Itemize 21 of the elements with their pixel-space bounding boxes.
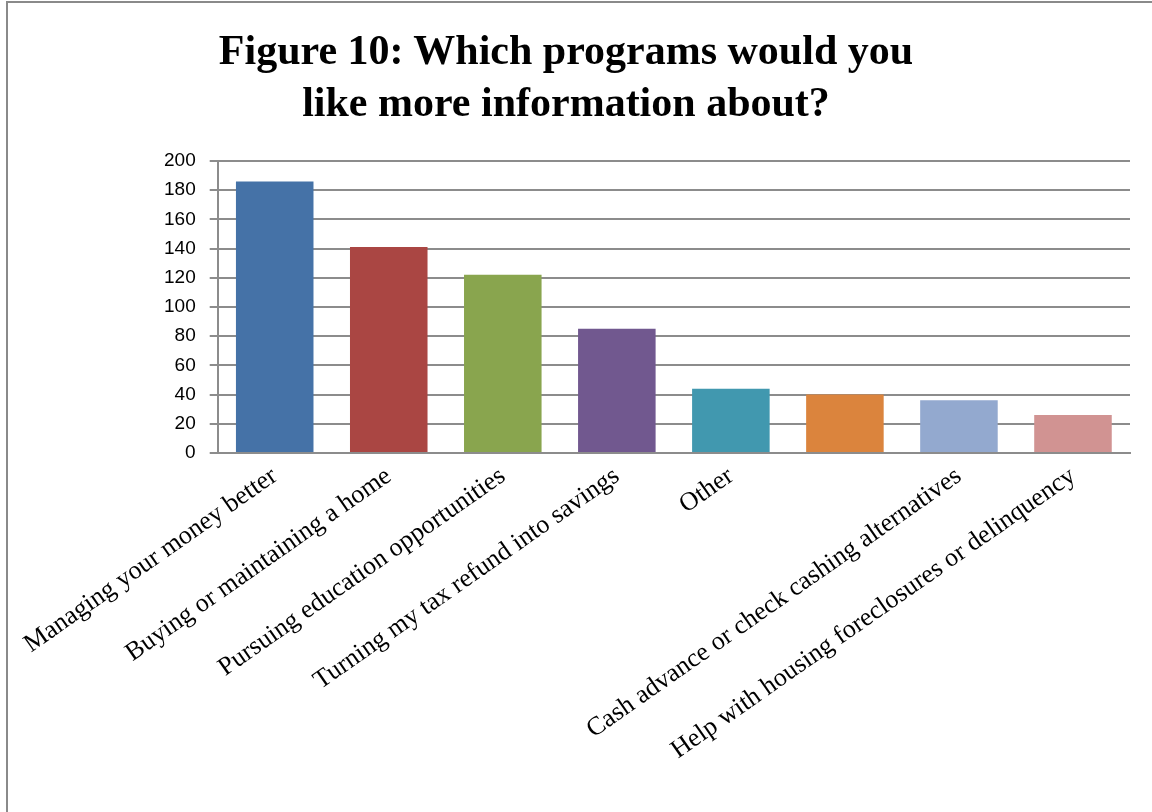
y-tick-label: 160 (164, 207, 196, 229)
y-tick-label: 120 (164, 265, 196, 287)
y-tick-label: 100 (164, 295, 196, 317)
bar (1034, 414, 1112, 452)
bar (920, 400, 998, 452)
y-tick-label: 40 (174, 382, 196, 404)
bar (235, 181, 314, 452)
bar (692, 388, 770, 452)
bar (578, 328, 656, 452)
y-tick-label: 180 (164, 178, 196, 200)
bar (464, 274, 542, 452)
y-tick-label: 0 (185, 441, 196, 463)
y-tick-label: 200 (164, 149, 196, 171)
bar (349, 247, 428, 452)
bar (806, 394, 884, 452)
y-tick-label: 140 (164, 236, 196, 258)
x-tick-label: Other (673, 460, 739, 519)
chart-title: Figure 10: Which programs would you like more information about? (217, 26, 915, 127)
y-tick-label: 80 (174, 324, 196, 346)
y-tick-label: 20 (174, 411, 196, 433)
y-tick-label: 60 (174, 353, 196, 375)
